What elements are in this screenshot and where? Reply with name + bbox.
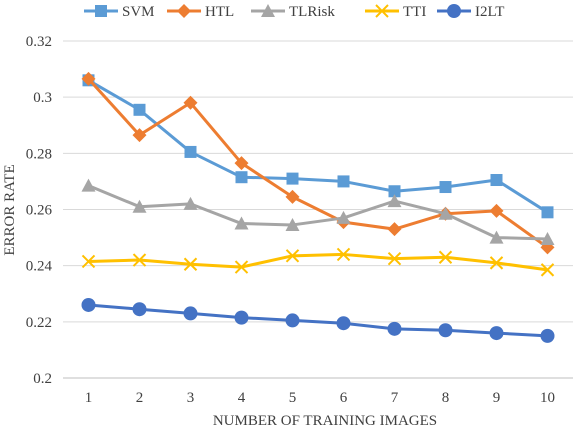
data-point-svm xyxy=(337,175,350,188)
legend-item-tlrisk: TLRisk xyxy=(251,4,335,20)
x-tick-label: 2 xyxy=(136,390,144,406)
legend-item-svm: SVM xyxy=(84,4,155,20)
legend: SVM HTL TLRisk TTI I2LT xyxy=(84,4,504,20)
x-tick-label: 3 xyxy=(187,390,195,406)
data-point-htl xyxy=(489,203,504,218)
data-point-svm xyxy=(133,103,146,116)
legend-label-i2lt: I2LT xyxy=(475,4,504,20)
y-tick-label: 0.2 xyxy=(33,371,52,387)
legend-marker-tti xyxy=(375,4,389,18)
x-axis-title: NUMBER OF TRAINING IMAGES xyxy=(213,413,437,429)
data-point-i2lt xyxy=(540,328,555,343)
data-point-tti xyxy=(336,247,351,262)
data-point-htl xyxy=(387,222,402,237)
data-point-i2lt xyxy=(489,326,504,341)
data-point-htl xyxy=(183,95,198,110)
data-point-tti xyxy=(438,250,453,264)
legend-item-tti: TTI xyxy=(365,4,426,20)
y-tick-label: 0.26 xyxy=(26,203,53,219)
data-point-svm xyxy=(286,172,299,185)
legend-marker-tlrisk xyxy=(261,4,275,17)
data-point-svm xyxy=(439,181,452,194)
y-tick-label: 0.32 xyxy=(26,34,52,50)
data-point-svm xyxy=(184,145,197,158)
y-axis: 0.2 0.22 0.24 0.26 0.28 0.3 0.32 xyxy=(26,34,53,387)
series-line-tti xyxy=(88,252,548,272)
x-tick-label: 7 xyxy=(391,390,399,406)
series-svm xyxy=(82,74,554,219)
x-tick-label: 10 xyxy=(540,390,555,406)
legend-marker-i2lt xyxy=(447,4,461,18)
data-point-htl xyxy=(81,71,96,86)
data-point-tlrisk xyxy=(183,196,198,210)
legend-item-i2lt: I2LT xyxy=(437,4,504,20)
data-point-tlrisk xyxy=(81,178,96,192)
data-point-tti xyxy=(540,263,555,277)
series-tti xyxy=(81,247,555,277)
legend-marker-svm xyxy=(95,5,107,17)
legend-label-tlrisk: TLRisk xyxy=(289,4,335,20)
x-tick-label: 1 xyxy=(85,390,93,406)
series-line-i2lt xyxy=(88,303,548,338)
x-tick-label: 6 xyxy=(340,390,348,406)
data-point-tti xyxy=(81,254,96,269)
data-point-i2lt xyxy=(81,297,96,312)
data-point-tlrisk xyxy=(336,210,351,224)
series-line-tlrisk xyxy=(87,184,548,241)
y-tick-label: 0.3 xyxy=(33,90,52,106)
legend-marker-htl xyxy=(177,4,191,18)
x-tick-label: 8 xyxy=(442,390,450,406)
data-point-htl xyxy=(285,189,300,204)
data-point-tti xyxy=(387,251,402,266)
y-tick-label: 0.28 xyxy=(26,146,52,162)
data-point-htl xyxy=(234,156,249,171)
legend-label-svm: SVM xyxy=(122,4,155,20)
x-tick-label: 9 xyxy=(493,390,501,406)
y-tick-label: 0.22 xyxy=(26,315,52,331)
x-tick-label: 5 xyxy=(289,390,297,406)
data-point-tlrisk xyxy=(285,217,300,231)
legend-label-htl: HTL xyxy=(205,4,234,20)
y-tick-label: 0.24 xyxy=(26,259,53,275)
data-point-i2lt xyxy=(285,313,300,328)
data-point-tlrisk xyxy=(132,199,147,213)
data-point-i2lt xyxy=(387,321,402,336)
data-point-svm xyxy=(235,171,248,184)
data-point-i2lt xyxy=(132,302,147,317)
data-point-tlrisk xyxy=(438,206,453,220)
data-point-svm xyxy=(388,185,401,198)
series-group xyxy=(81,71,555,343)
series-htl xyxy=(81,71,555,255)
data-point-tti xyxy=(183,257,198,271)
data-point-tlrisk xyxy=(540,231,555,245)
data-point-svm xyxy=(490,174,503,187)
x-tick-label: 4 xyxy=(238,390,246,406)
data-point-tti xyxy=(489,256,504,270)
data-point-i2lt xyxy=(438,323,453,338)
data-point-svm xyxy=(541,206,554,219)
data-point-tlrisk xyxy=(387,194,402,208)
series-tlrisk xyxy=(81,178,555,245)
data-point-i2lt xyxy=(234,310,249,325)
gridlines xyxy=(63,40,573,379)
x-axis: 1 2 3 4 5 6 7 8 9 10 xyxy=(85,390,555,406)
series-line-svm xyxy=(87,79,549,214)
data-point-tti xyxy=(234,260,249,274)
series-i2lt xyxy=(81,297,555,343)
y-axis-title: ERROR RATE xyxy=(2,164,18,255)
series-line-htl xyxy=(87,77,549,249)
data-point-i2lt xyxy=(183,306,198,321)
legend-item-htl: HTL xyxy=(167,4,234,20)
data-point-tlrisk xyxy=(234,216,249,230)
legend-label-tti: TTI xyxy=(403,4,426,20)
data-point-htl xyxy=(132,128,147,143)
data-point-tti xyxy=(132,253,147,267)
data-point-tlrisk xyxy=(489,230,504,244)
data-point-i2lt xyxy=(336,316,351,331)
data-point-tti xyxy=(285,249,300,263)
